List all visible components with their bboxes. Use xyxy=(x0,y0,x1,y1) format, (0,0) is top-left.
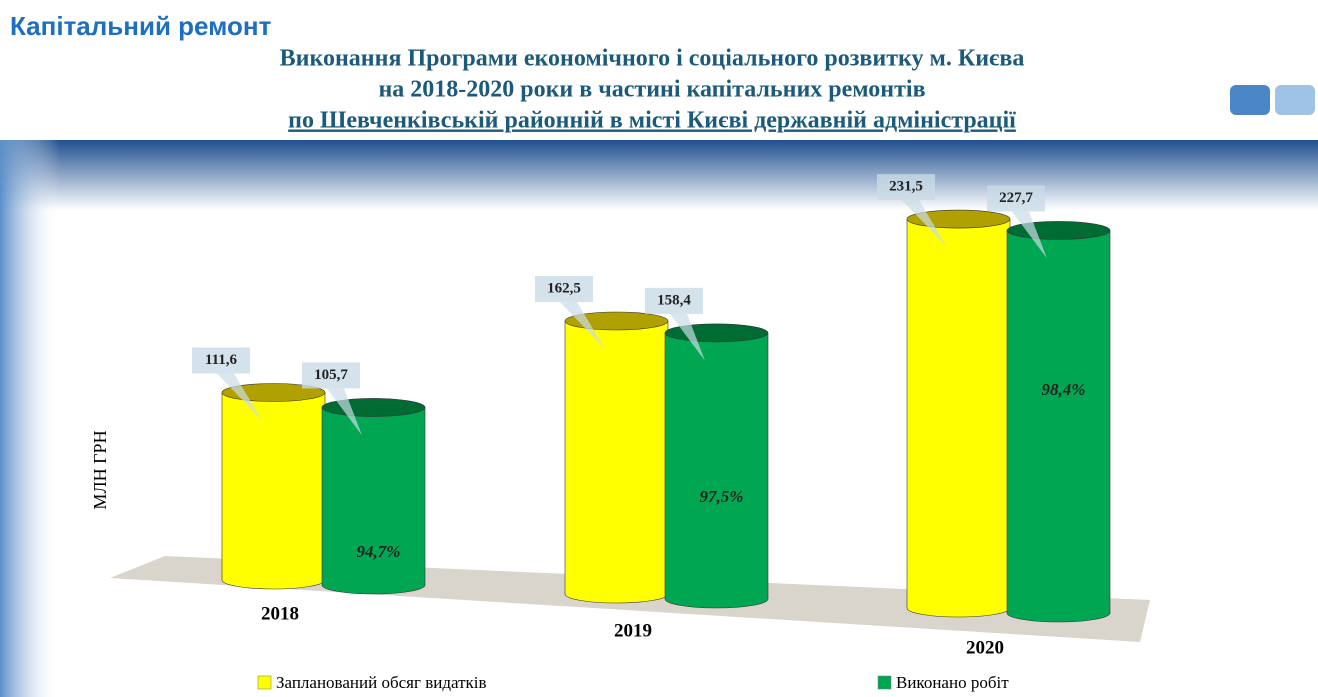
title-line: по Шевченківській районній в місті Києві… xyxy=(288,108,1016,134)
x-tick-label: 2020 xyxy=(966,637,1004,658)
completion-label: 97,5% xyxy=(700,487,744,506)
label-pointer xyxy=(902,200,947,248)
data-label: 231,5 xyxy=(889,179,923,195)
label-box xyxy=(192,347,250,374)
label-box xyxy=(877,174,935,201)
y-axis-label: МЛН ГРН xyxy=(90,430,110,509)
completion-label: 94,7% xyxy=(357,542,401,561)
label-box xyxy=(645,287,703,314)
data-label: 162,5 xyxy=(547,280,581,296)
title-line: на 2018-2020 роки в частині капітальних … xyxy=(378,77,925,103)
cylinder xyxy=(222,392,325,580)
legend-swatch xyxy=(257,675,272,690)
cylinder xyxy=(322,407,425,585)
data-label: 227,7 xyxy=(999,190,1033,206)
completion-label: 98,4% xyxy=(1042,380,1086,399)
header-band xyxy=(0,140,1318,210)
x-tick-label: 2019 xyxy=(614,620,652,641)
label-box xyxy=(987,185,1045,212)
data-label: 105,7 xyxy=(314,367,348,383)
label-pointer xyxy=(670,313,705,361)
label-pointer xyxy=(1012,211,1047,259)
side-band xyxy=(0,140,60,697)
cylinder xyxy=(665,332,768,599)
label-pointer xyxy=(560,302,605,349)
x-tick-label: 2018 xyxy=(261,603,299,624)
deco xyxy=(1230,85,1270,115)
cylinder xyxy=(565,321,668,594)
label-box xyxy=(535,276,593,302)
header: Капітальний ремонт xyxy=(10,11,272,41)
cylinder xyxy=(907,219,1010,608)
label-pointer xyxy=(217,373,262,421)
title-line: Виконання Програми економічного і соціал… xyxy=(280,46,1025,72)
label-box xyxy=(302,362,360,389)
deco xyxy=(1275,85,1315,115)
label-pointer xyxy=(327,388,362,436)
cylinder xyxy=(1007,230,1110,614)
data-label: 158,4 xyxy=(657,292,691,308)
data-label: 111,6 xyxy=(205,352,238,368)
legend-swatch xyxy=(877,675,892,690)
legend-label: Виконано робіт xyxy=(896,673,1009,692)
legend-label: Запланований обсяг видатків xyxy=(276,673,487,692)
